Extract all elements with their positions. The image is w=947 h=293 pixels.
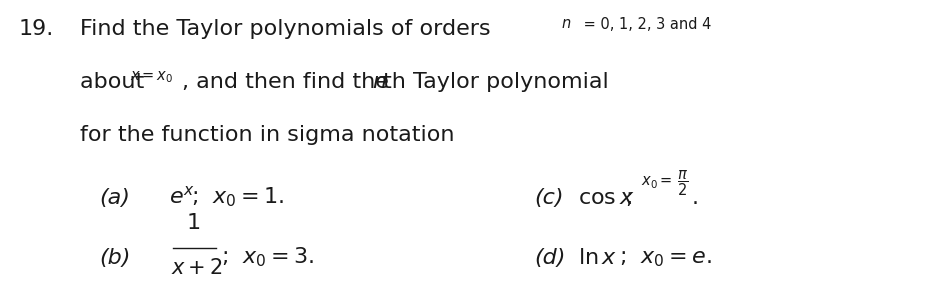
Text: .: .	[691, 188, 698, 208]
Text: $x_0 =\,\dfrac{\pi}{2}$: $x_0 =\,\dfrac{\pi}{2}$	[641, 168, 688, 198]
Text: = 0, 1, 2, 3 and 4: = 0, 1, 2, 3 and 4	[579, 17, 711, 32]
Text: $e^x$: $e^x$	[169, 186, 194, 208]
Text: $n$: $n$	[561, 16, 571, 31]
Text: th Taylor polynomial: th Taylor polynomial	[383, 72, 608, 92]
Text: ;  $x_0 = 1$.: ; $x_0 = 1$.	[191, 186, 285, 209]
Text: for the function in sigma notation: for the function in sigma notation	[80, 125, 455, 145]
Text: ;  $x_0 = 3$.: ; $x_0 = 3$.	[221, 246, 314, 269]
Text: $\ln x$: $\ln x$	[578, 248, 616, 268]
Text: 1: 1	[187, 212, 201, 233]
Text: ;  $x_0 = e$.: ; $x_0 = e$.	[619, 249, 712, 269]
Text: about: about	[80, 72, 152, 92]
Text: (c): (c)	[534, 188, 563, 208]
Text: $x + 2$: $x + 2$	[171, 258, 223, 278]
Text: (a): (a)	[99, 188, 131, 208]
Text: ;: ;	[625, 188, 633, 208]
Text: $x = x_0$: $x = x_0$	[130, 69, 173, 85]
Text: (b): (b)	[99, 248, 131, 268]
Text: 19.: 19.	[19, 19, 54, 39]
Text: $n$: $n$	[372, 72, 386, 92]
Text: (d): (d)	[534, 248, 565, 268]
Text: $\cos x$: $\cos x$	[578, 188, 634, 208]
Text: Find the Taylor polynomials of orders: Find the Taylor polynomials of orders	[80, 19, 498, 39]
Text: , and then find the: , and then find the	[182, 72, 396, 92]
